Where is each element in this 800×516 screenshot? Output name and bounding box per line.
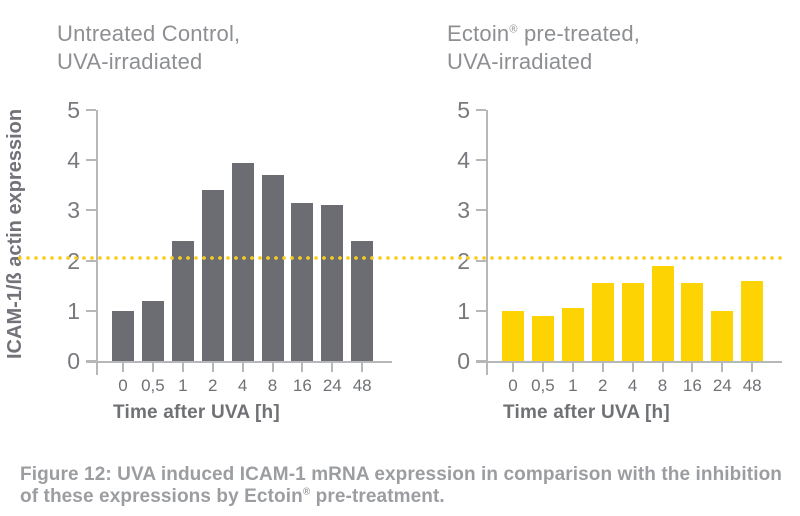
x-tick	[631, 363, 634, 372]
bar	[591, 283, 614, 361]
y-axis-line	[486, 110, 488, 375]
x-tick	[241, 363, 244, 372]
x-tick	[122, 363, 124, 372]
x-tick	[571, 363, 574, 372]
bar	[321, 205, 344, 361]
chart-ectoin-pretreated: 0 1 2 3 4 5 0 0,5 1 2 4 8 16 24 48 Time after UVA [h]	[410, 97, 800, 440]
y-tick	[476, 209, 486, 212]
y-tick	[476, 159, 486, 162]
y-tick	[476, 109, 486, 111]
y-tick	[86, 109, 96, 111]
chart-untreated-control: 0 1 2 3 4 5 0 0,5 1 2 4 8 16 24 48 Time after UVA [h]	[20, 97, 410, 440]
x-tick-label: 2	[597, 376, 608, 395]
chart-title-untreated-control: Untreated Control, UVA-irradiated	[57, 21, 241, 74]
y-tick-label: 3	[457, 197, 470, 224]
y-tick-label: 5	[67, 97, 80, 123]
y-tick-label: 2	[67, 247, 80, 274]
x-tick	[751, 363, 754, 372]
y-tick-label: 2	[457, 247, 470, 274]
x-tick-label: 8	[267, 376, 278, 395]
x-tick	[151, 363, 154, 372]
x-tick-label: 48	[742, 376, 762, 395]
y-tick-label: 5	[457, 97, 470, 123]
bar	[231, 162, 254, 361]
bar	[561, 308, 584, 361]
bar	[741, 280, 764, 361]
y-tick-label: 4	[67, 147, 80, 174]
bar	[261, 175, 284, 361]
x-tick	[271, 363, 274, 372]
x-tick	[601, 363, 604, 372]
bar	[171, 240, 194, 361]
x-axis-line	[86, 361, 392, 363]
x-axis-line	[476, 361, 782, 363]
chart-title-ectoin-pretreated: Ectoin® pre-treated, UVA-irradiated	[447, 21, 641, 74]
y-tick-label: 1	[457, 297, 470, 324]
x-tick-label: 48	[352, 376, 372, 395]
x-tick-label: 4	[237, 376, 248, 395]
x-tick	[691, 363, 694, 372]
x-tick	[361, 363, 364, 372]
x-axis-title: Time after UVA [h]	[113, 402, 280, 423]
bar	[351, 240, 374, 361]
x-tick	[181, 363, 184, 372]
y-tick-label: 4	[457, 147, 470, 174]
x-tick-label: 1	[568, 376, 578, 395]
x-tick	[331, 363, 334, 372]
x-tick	[661, 363, 664, 372]
bar	[201, 190, 224, 361]
bar	[502, 310, 524, 361]
x-tick-label: 16	[292, 376, 312, 395]
x-tick	[512, 363, 514, 372]
y-tick-label: 3	[67, 197, 80, 224]
y-axis-line	[96, 110, 98, 375]
x-tick-label: 0,5	[141, 376, 165, 395]
bar	[711, 310, 734, 361]
x-tick-label: 0	[508, 376, 518, 395]
x-tick-label: 0	[118, 376, 128, 395]
x-tick-label: 4	[627, 376, 638, 395]
x-tick	[541, 363, 544, 372]
y-tick-label: 0	[67, 348, 80, 374]
x-tick-label: 24	[712, 376, 732, 395]
x-tick-label: 16	[682, 376, 702, 395]
bar	[531, 315, 554, 361]
bar	[141, 300, 164, 361]
x-axis-title: Time after UVA [h]	[503, 402, 670, 423]
bar	[651, 265, 674, 361]
y-tick	[86, 209, 96, 212]
x-tick-label: 1	[178, 376, 188, 395]
y-tick	[86, 159, 96, 162]
x-tick-label: 24	[322, 376, 342, 395]
threshold-line	[18, 256, 786, 261]
x-tick-label: 0,5	[531, 376, 555, 395]
x-tick-label: 8	[657, 376, 668, 395]
bar	[112, 310, 134, 361]
y-tick	[86, 309, 96, 312]
x-tick-label: 2	[207, 376, 218, 395]
bar	[621, 283, 644, 361]
y-tick	[86, 259, 96, 262]
y-tick	[476, 309, 486, 312]
x-tick	[211, 363, 214, 372]
bar	[681, 283, 704, 361]
y-tick	[476, 259, 486, 262]
figure-caption: Figure 12: UVA induced ICAM-1 mRNA expre…	[20, 464, 782, 507]
bar	[291, 202, 314, 361]
y-tick-label: 0	[457, 348, 470, 374]
y-tick-label: 1	[67, 297, 80, 324]
x-tick	[721, 363, 724, 372]
x-tick	[301, 363, 304, 372]
